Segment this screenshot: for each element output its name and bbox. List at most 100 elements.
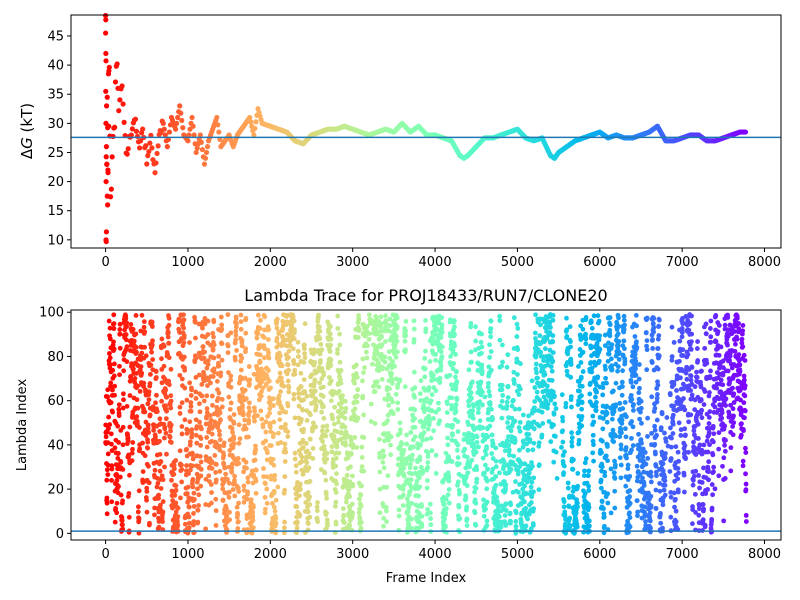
lambda-data-point [623, 483, 629, 489]
lambda-data-point [184, 430, 190, 436]
lambda-data-point [642, 511, 648, 517]
lambda-data-point [245, 489, 251, 495]
lambda-data-point [185, 484, 191, 490]
lambda-data-point [550, 333, 556, 338]
lambda-data-point [526, 431, 532, 437]
lambda-data-point [127, 424, 133, 430]
lambda-data-point [358, 492, 364, 498]
lambda-data-point [431, 416, 436, 421]
lambda-data-point [120, 526, 126, 532]
lambda-data-point [294, 525, 300, 531]
lambda-data-point [207, 413, 213, 418]
lambda-data-point [643, 519, 648, 524]
lambda-data-point [658, 511, 663, 516]
lambda-data-point [680, 353, 686, 358]
lambda-data-point [412, 424, 418, 430]
lambda-data-point [126, 491, 132, 496]
lambda-data-point [439, 315, 445, 320]
lambda-data-point [160, 509, 166, 515]
lambda-data-point [612, 458, 617, 464]
dg-data-point [102, 30, 109, 36]
lambda-data-point [560, 439, 566, 445]
lambda-data-point [338, 380, 344, 386]
lambda-data-point [356, 510, 362, 516]
lambda-data-point [493, 482, 499, 488]
lambda-data-point [411, 444, 416, 450]
lambda-data-point [238, 367, 244, 373]
dg-data-point [103, 178, 109, 185]
lambda-data-point [568, 339, 573, 345]
lambda-data-point [191, 511, 196, 516]
dg-data-point [215, 122, 221, 128]
lambda-chart-title: Lambda Trace for PROJ18433/RUN7/CLONE20 [244, 286, 607, 305]
lambda-data-point [645, 456, 651, 461]
lambda-data-point [418, 378, 424, 384]
lambda-data-point [193, 417, 199, 423]
dg-data-point [248, 119, 254, 125]
lambda-data-point [655, 346, 661, 351]
dg-chart: 0 1000 2000 3000 4000 5000 6000 7000 8000 101520… [18, 12, 782, 270]
lambda-data-point [171, 471, 177, 477]
dg-data-point [204, 144, 211, 150]
dg-data-point [110, 133, 116, 140]
dg-data-point [147, 140, 153, 146]
lambda-data-point [202, 378, 207, 384]
lambda-data-point [627, 488, 633, 493]
lambda-data-point [261, 355, 267, 361]
dg-data-point [125, 146, 131, 152]
lambda-data-point [134, 414, 140, 420]
lambda-data-point [350, 445, 356, 451]
lambda-data-point [239, 343, 245, 349]
lambda-data-point [522, 483, 527, 489]
lambda-data-point [422, 406, 428, 411]
lambda-data-point [142, 453, 148, 459]
lambda-data-point [622, 400, 628, 405]
lambda-data-point [531, 426, 537, 432]
lambda-data-point [677, 338, 683, 344]
lambda-data-point [655, 336, 661, 342]
lambda-data-point [323, 477, 329, 483]
lambda-data-point [394, 315, 400, 321]
lambda-data-point [166, 355, 172, 361]
lambda-data-point [283, 422, 288, 427]
dg-data-point [102, 12, 109, 19]
lambda-data-point [467, 461, 473, 467]
lambda-data-point [368, 401, 374, 407]
lambda-data-point [313, 398, 319, 404]
lambda-data-point [260, 424, 266, 430]
lambda-data-point [621, 338, 627, 344]
lambda-data-point [141, 319, 147, 325]
dg-data-point [108, 186, 114, 192]
lambda-data-point [287, 343, 293, 349]
lambda-data-point [349, 527, 355, 533]
lambda-data-point [203, 476, 209, 482]
lambda-data-point [117, 372, 122, 378]
lambda-data-point [188, 393, 194, 398]
lambda-data-point [688, 377, 694, 383]
lambda-data-point [605, 500, 611, 506]
lambda-data-point [652, 427, 658, 433]
lambda-data-point [473, 324, 478, 330]
lambda-data-point [181, 340, 187, 346]
lambda-data-point [186, 514, 192, 520]
lambda-data-point [114, 477, 120, 483]
lambda-data-point [208, 482, 214, 487]
lambda-data-point [423, 348, 428, 354]
lambda-data-point [662, 455, 668, 461]
lambda-data-point [255, 413, 260, 418]
lambda-data-point [644, 315, 650, 321]
lambda-data-point [189, 387, 194, 393]
lambda-data-point [282, 519, 287, 525]
lambda-data-point [205, 318, 211, 324]
lambda-data-point [560, 414, 565, 420]
lambda-data-point [341, 520, 347, 526]
lambda-data-point [411, 337, 417, 342]
lambda-data-point [115, 451, 121, 456]
lambda-data-point [267, 424, 273, 430]
lambda-data-point [166, 315, 172, 321]
lambda-data-point [220, 497, 226, 503]
lambda-data-point [485, 434, 491, 440]
lambda-data-point [246, 364, 252, 369]
lambda-data-point [275, 484, 281, 490]
lambda-data-point [393, 391, 399, 397]
